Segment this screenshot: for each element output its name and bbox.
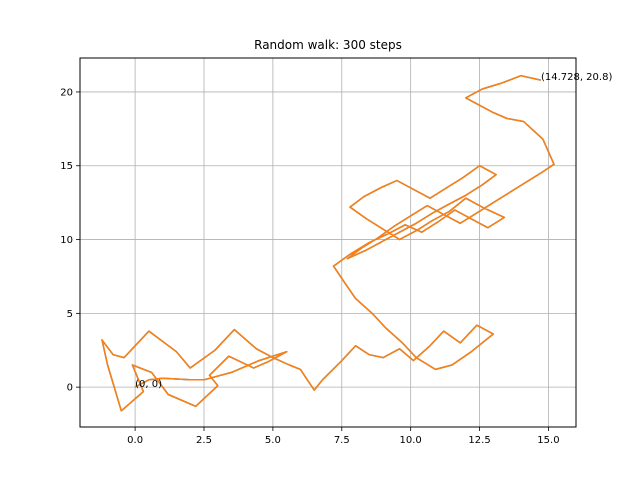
series-layer xyxy=(101,74,555,412)
axes-frame xyxy=(79,57,577,428)
x-tick-label: 7.5 xyxy=(334,435,350,446)
y-tick-label: 10 xyxy=(60,235,73,246)
y-tick-label: 15 xyxy=(60,161,73,172)
y-tick-label: 20 xyxy=(60,87,73,98)
annotations: (0, 0) (14.728, 20.8) xyxy=(135,72,612,390)
walk-line xyxy=(101,74,555,412)
x-tick-label: 12.5 xyxy=(468,435,490,446)
y-tick-label: 5 xyxy=(67,309,73,320)
x-tick-label: 0.0 xyxy=(127,435,143,446)
x-tick-label: 5.0 xyxy=(265,435,281,446)
x-tick-label: 10.0 xyxy=(400,435,422,446)
chart-title: Random walk: 300 steps xyxy=(254,38,402,52)
point-annotation: (14.728, 20.8) xyxy=(541,72,613,83)
x-tick-label: 15.0 xyxy=(537,435,559,446)
y-tick-label: 0 xyxy=(67,383,73,394)
x-tick-label: 2.5 xyxy=(196,435,212,446)
ticks: 0.0 2.5 5.0 7.5 10.0 12.5 15.0 0 5 10 15 20 xyxy=(60,87,559,446)
point-annotation: (0, 0) xyxy=(135,379,162,390)
